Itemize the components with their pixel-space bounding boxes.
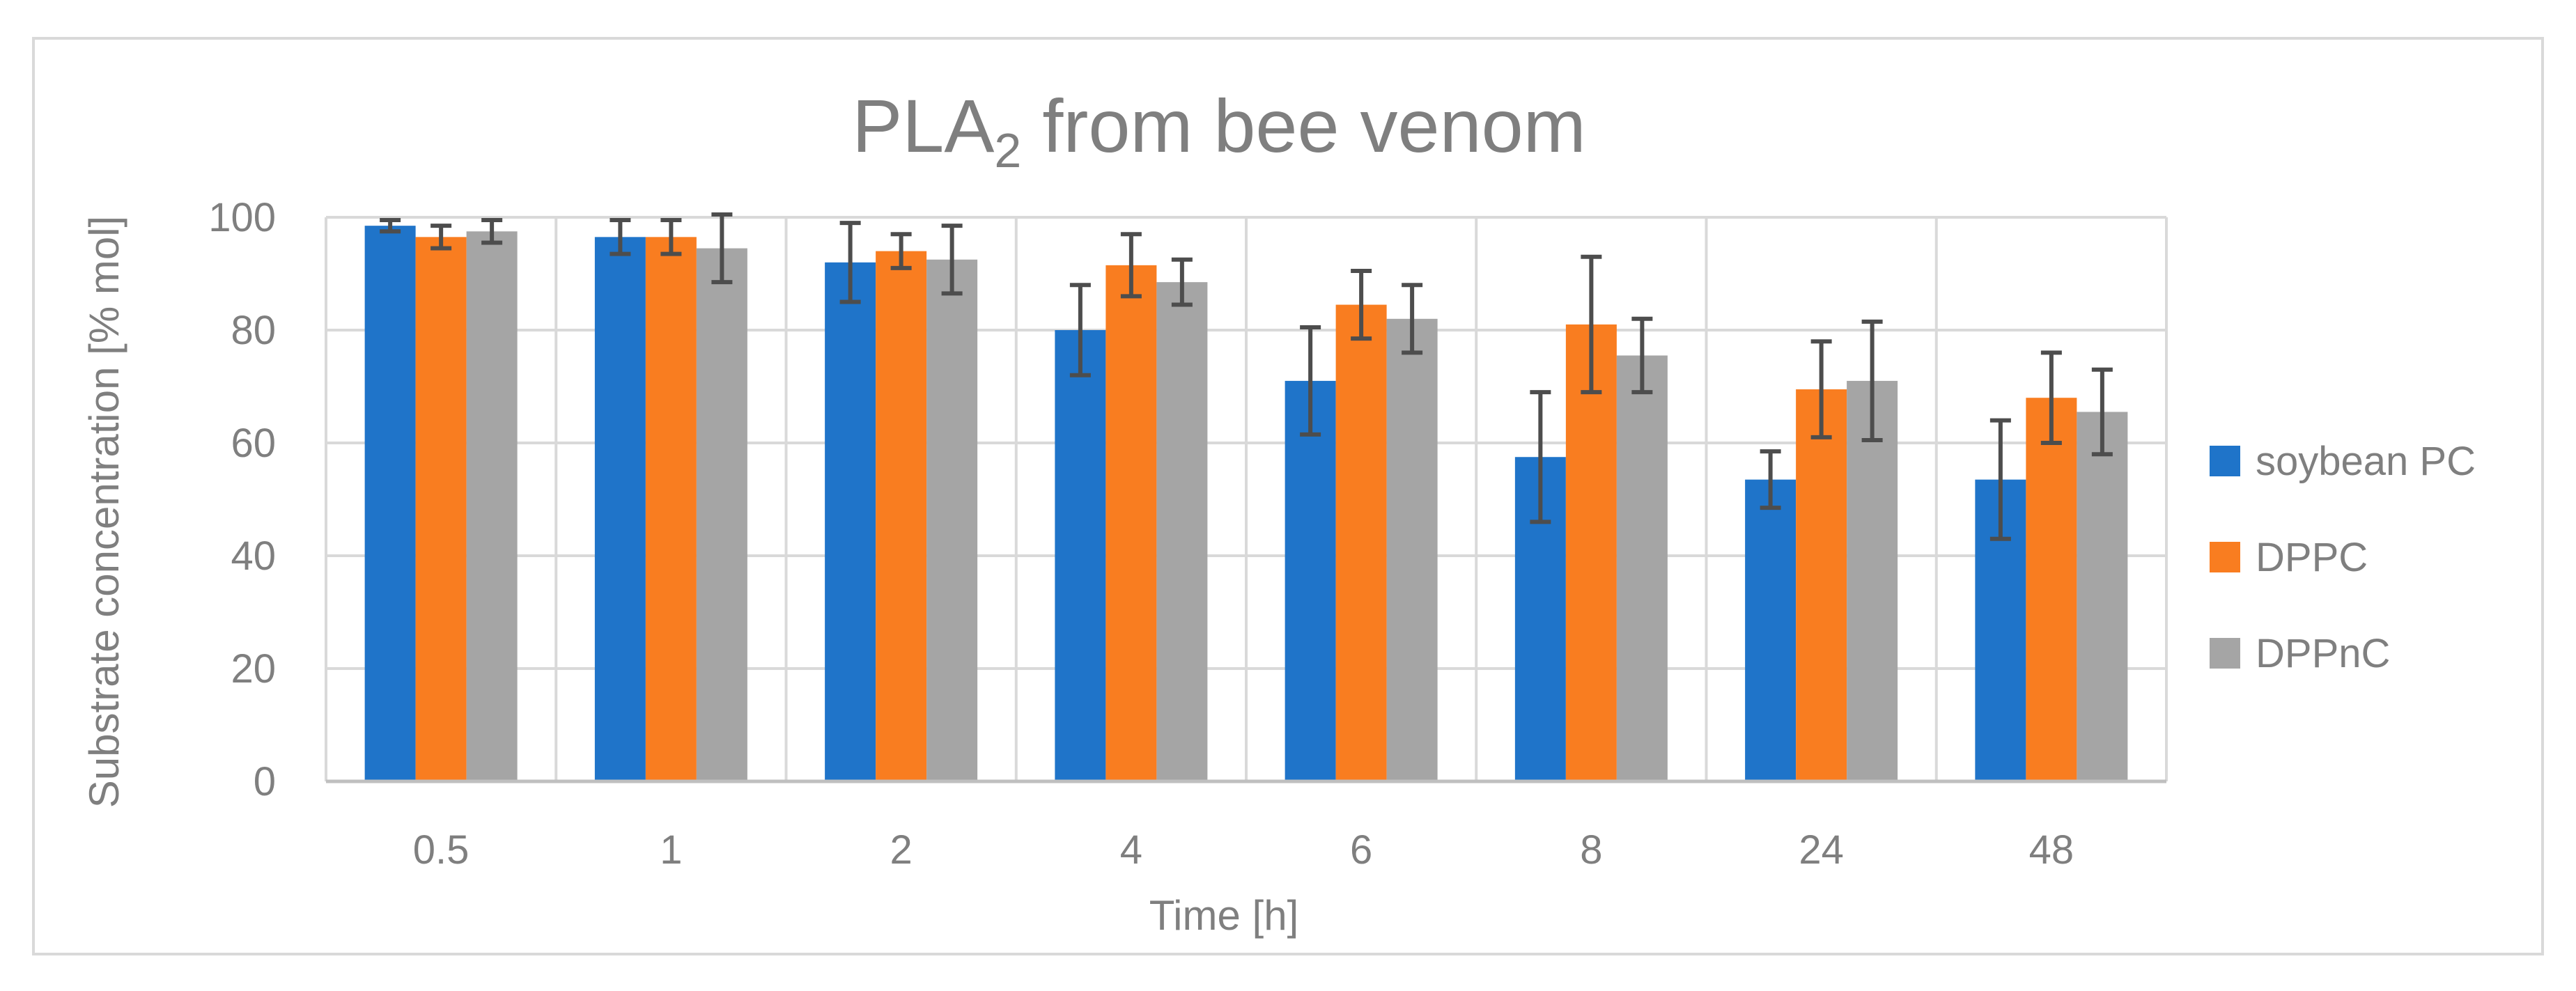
bar — [415, 237, 467, 782]
bar — [594, 237, 646, 782]
x-tick-label: 1 — [660, 827, 682, 873]
bar — [696, 248, 747, 781]
y-tick-label: 0 — [254, 759, 276, 804]
bar — [1285, 380, 1336, 781]
y-tick-label: 100 — [208, 195, 276, 240]
bar — [1847, 380, 1898, 781]
bar — [926, 259, 978, 781]
bar — [1745, 479, 1797, 781]
y-tick-label: 20 — [231, 646, 276, 692]
legend-label: DPPnC — [2256, 631, 2390, 676]
bar — [876, 251, 927, 782]
bar — [645, 237, 697, 782]
bar — [2026, 398, 2077, 781]
bar — [1386, 318, 1438, 781]
bar — [1335, 304, 1387, 781]
legend-swatch — [2210, 542, 2240, 572]
legend-label: soybean PC — [2256, 439, 2476, 484]
bar — [1616, 355, 1668, 781]
bar — [1055, 330, 1106, 781]
x-tick-label: 24 — [1799, 827, 1844, 873]
x-tick-label: 4 — [1120, 827, 1142, 873]
bar — [2077, 412, 2128, 781]
x-tick-label: 2 — [890, 827, 912, 873]
chart-title: PLA2 from bee venom — [852, 84, 1585, 178]
y-tick-label: 40 — [231, 533, 276, 579]
y-tick-label: 80 — [231, 308, 276, 353]
x-tick-label: 0.5 — [413, 827, 470, 873]
chart-title-suffix: from bee venom — [1021, 84, 1585, 168]
x-tick-label: 8 — [1580, 827, 1602, 873]
chart-title-subscript: 2 — [994, 123, 1021, 178]
error-bar-layer — [380, 212, 2113, 541]
legend-label: DPPC — [2256, 535, 2368, 580]
bar — [1156, 282, 1208, 781]
legend: soybean PC DPPC DPPnC — [2210, 439, 2476, 676]
bar — [364, 226, 416, 781]
y-axis-label: Substrate concentration [% mol] — [81, 216, 127, 808]
bar — [1796, 389, 1847, 781]
bar — [825, 262, 876, 781]
legend-swatch — [2210, 638, 2240, 669]
bar — [1565, 324, 1617, 781]
legend-swatch — [2210, 446, 2240, 476]
bar — [466, 231, 518, 781]
x-axis-label: Time [h] — [1149, 892, 1298, 939]
chart-title-main: PLA — [852, 84, 994, 168]
x-tick-label: 48 — [2029, 827, 2074, 873]
x-tick-label: 6 — [1350, 827, 1372, 873]
y-tick-label: 60 — [231, 421, 276, 466]
bar — [1105, 265, 1157, 782]
